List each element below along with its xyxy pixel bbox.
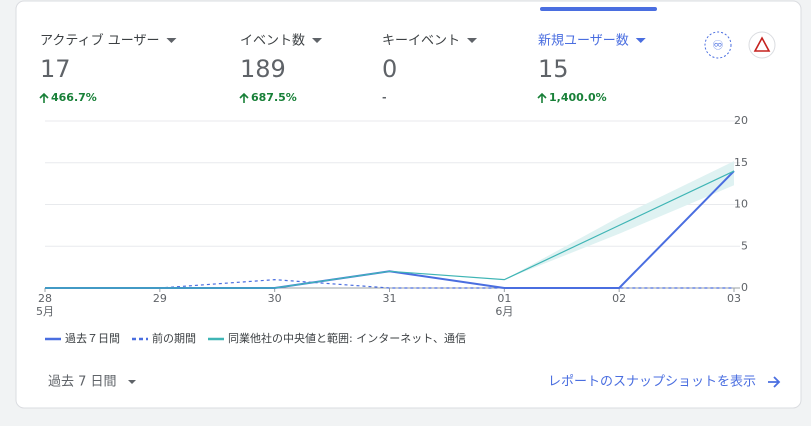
metric-dropdown-arrow	[166, 38, 177, 43]
up-arrow	[537, 92, 547, 103]
metric-value: 15	[538, 55, 569, 83]
series-line	[45, 170, 735, 289]
metric-label[interactable]: 新規ユーザー数	[538, 34, 629, 49]
x-tick-label: 01	[497, 292, 511, 305]
selected-tab-indicator	[540, 7, 657, 11]
metric-value: 189	[240, 55, 286, 83]
y-tick-label: 20	[734, 114, 748, 127]
dropdown-arrow	[128, 380, 136, 384]
x-tick-label: 28	[38, 292, 52, 305]
insights-glyph: ♾	[712, 39, 724, 54]
legend-label: 同業他社の中央値と範囲: インターネット、通信	[228, 331, 466, 345]
alert-glyph	[753, 36, 771, 52]
metric-label[interactable]: アクティブ ユーザー	[40, 33, 159, 49]
alert-icon[interactable]	[748, 31, 776, 59]
link-arrow	[768, 376, 781, 388]
legend-label: 過去７日間	[65, 332, 120, 345]
metric-change: -	[382, 91, 387, 104]
metric-dropdown-arrow	[467, 38, 478, 43]
metric-label[interactable]: イベント数	[240, 34, 305, 49]
up-arrow	[39, 92, 49, 103]
legend-label: 前の期間	[152, 331, 196, 345]
y-tick-label: 0	[741, 281, 748, 294]
x-tick-label: 29	[153, 292, 167, 305]
metric-value: 17	[40, 55, 71, 83]
x-tick-label: 31	[383, 292, 397, 305]
y-tick-label: 5	[741, 239, 748, 252]
x-tick-label: 03	[727, 292, 741, 305]
x-month-label: 6月	[495, 305, 513, 318]
y-tick-label: 10	[734, 198, 748, 211]
snapshot-link[interactable]: レポートのスナップショットを表示	[548, 375, 756, 390]
x-tick-label: 02	[612, 292, 626, 305]
metric-change: 687.5%	[251, 91, 297, 104]
insights-icon[interactable]	[704, 31, 732, 59]
metric-value: 0	[382, 55, 397, 83]
metric-dropdown-arrow	[635, 38, 646, 43]
metric-change: 1,400.0%	[549, 91, 607, 104]
date-range-dropdown[interactable]: 過去 7 日間	[48, 375, 117, 390]
up-arrow	[239, 92, 249, 103]
metric-change: 466.7%	[51, 91, 97, 104]
metric-label[interactable]: キーイベント	[382, 34, 460, 49]
metric-dropdown-arrow	[312, 38, 323, 43]
y-tick-label: 15	[734, 156, 748, 169]
benchmark-range	[504, 161, 734, 280]
x-tick-label: 30	[268, 292, 282, 305]
x-month-label: 5月	[36, 305, 54, 318]
